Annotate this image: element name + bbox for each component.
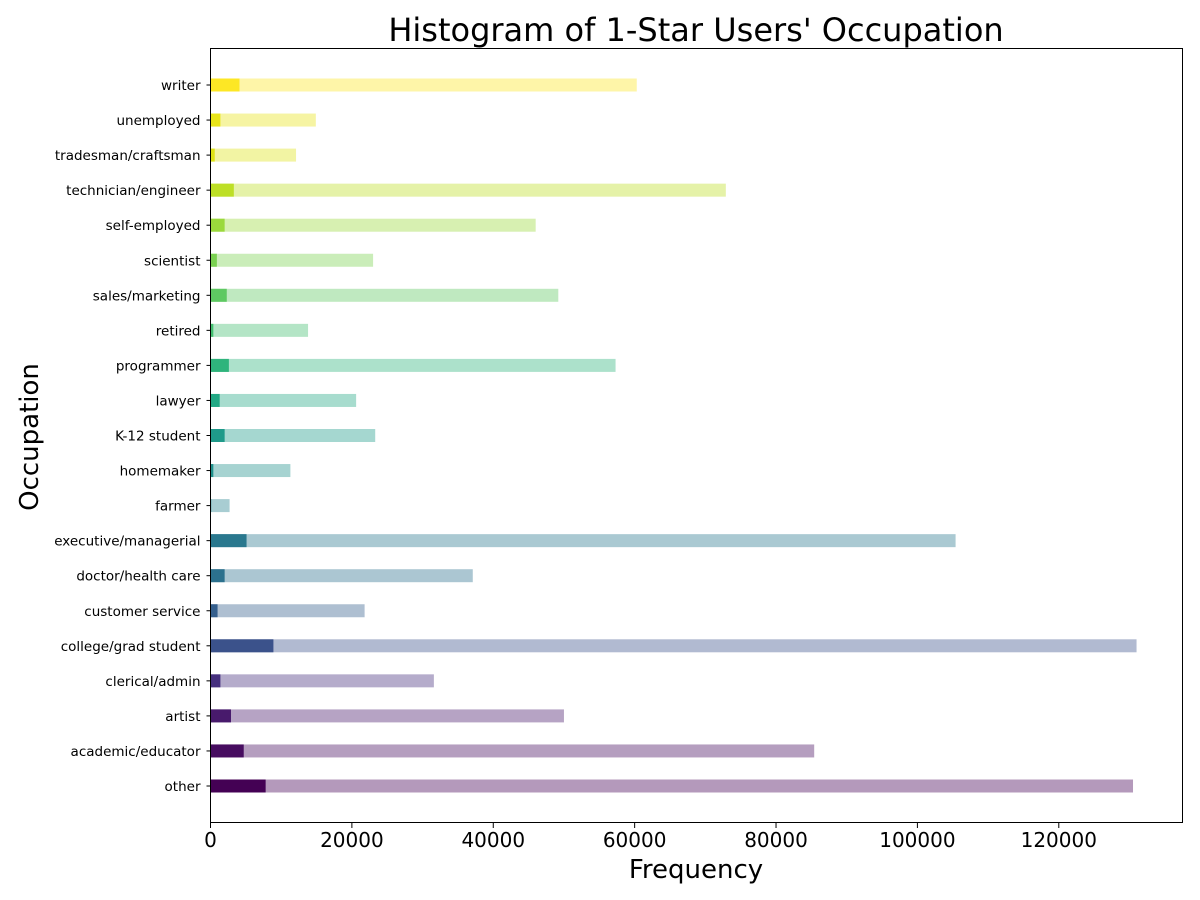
- bar-total-artist: [210, 709, 564, 723]
- bar-one-star-writer: [210, 78, 240, 92]
- bar-total-scientist: [210, 253, 374, 267]
- bar-one-star-unemployed: [210, 113, 221, 127]
- bar-one-star-academic-educator: [210, 744, 244, 758]
- bar-total-technician-engineer: [210, 183, 726, 197]
- bar-one-star-sales-marketing: [210, 288, 227, 302]
- x-tick-label: 60000: [603, 828, 667, 852]
- bar-one-star-lawyer: [210, 393, 220, 407]
- y-tick-label: writer: [161, 78, 201, 94]
- bar-one-star-retired: [210, 323, 214, 337]
- x-axis-label: Frequency: [629, 855, 763, 885]
- chart-title: Histogram of 1-Star Users' Occupation: [388, 11, 1003, 49]
- y-tick-label: doctor/health care: [76, 569, 200, 585]
- bar-one-star-k-12-student: [210, 429, 225, 442]
- y-tick-label: self-employed: [106, 218, 201, 234]
- bar-one-star-clerical-admin: [210, 674, 221, 688]
- bar-total-sales-marketing: [210, 288, 559, 302]
- y-tick-label: academic/educator: [71, 744, 201, 760]
- x-tick-label: 100000: [879, 828, 955, 852]
- y-tick-label: tradesman/craftsman: [55, 148, 201, 164]
- bar-one-star-doctor-health-care: [210, 569, 225, 583]
- y-tick-label: lawyer: [156, 393, 201, 409]
- y-tick-label: other: [165, 779, 201, 795]
- y-tick-label: unemployed: [116, 113, 200, 129]
- y-tick-label: artist: [165, 709, 200, 725]
- y-tick-label: customer service: [84, 604, 200, 620]
- bar-total-doctor-health-care: [210, 569, 473, 583]
- x-tick-label: 80000: [744, 828, 808, 852]
- bar-total-unemployed: [210, 113, 316, 127]
- bar-total-farmer: [210, 499, 230, 513]
- y-tick-label: K-12 student: [115, 429, 200, 445]
- bar-total-self-employed: [210, 218, 536, 232]
- y-tick-labels: other academic/educator artist clerical/adm…: [54, 78, 211, 795]
- y-tick-label: college/grad student: [61, 639, 201, 655]
- bar-one-star-artist: [210, 709, 232, 723]
- bar-one-star-customer-service: [210, 604, 218, 618]
- bar-one-star-self-employed: [210, 218, 225, 232]
- x-tick-label: 0: [204, 828, 217, 852]
- y-tick-label: farmer: [155, 499, 201, 515]
- bar-total-writer: [210, 78, 637, 92]
- y-axis-label: Occupation: [15, 363, 45, 511]
- bar-total-executive-managerial: [210, 534, 956, 548]
- x-tick-label: 120000: [1021, 828, 1097, 852]
- bar-total-tradesman-craftsman: [210, 148, 297, 162]
- bars-group: [210, 78, 1137, 793]
- y-tick-label: retired: [156, 323, 201, 339]
- bar-total-customer-service: [210, 604, 365, 618]
- y-tick-label: homemaker: [120, 464, 201, 480]
- bar-one-star-scientist: [210, 253, 217, 267]
- bar-one-star-executive-managerial: [210, 534, 247, 548]
- bar-total-programmer: [210, 358, 616, 372]
- y-tick-label: clerical/admin: [105, 674, 200, 690]
- bar-total-other: [210, 779, 1134, 793]
- bar-total-clerical-admin: [210, 674, 434, 688]
- bar-total-college-grad-student: [210, 639, 1137, 653]
- bar-total-k-12-student: [210, 429, 376, 442]
- y-tick-label: executive/managerial: [54, 534, 200, 550]
- plot-frame: [210, 48, 1183, 823]
- bar-one-star-tradesman-craftsman: [210, 148, 215, 162]
- y-tick-label: technician/engineer: [66, 183, 201, 199]
- x-tick-label: 40000: [461, 828, 525, 852]
- y-tick-label: scientist: [144, 253, 200, 269]
- bar-one-star-homemaker: [210, 464, 214, 478]
- bar-one-star-other: [210, 779, 266, 793]
- bar-total-lawyer: [210, 393, 357, 407]
- bar-total-academic-educator: [210, 744, 815, 758]
- bar-one-star-programmer: [210, 358, 229, 372]
- bar-one-star-college-grad-student: [210, 639, 274, 653]
- bar-one-star-technician-engineer: [210, 183, 234, 197]
- x-tick-label: 20000: [320, 828, 384, 852]
- bar-total-homemaker: [210, 464, 291, 478]
- bar-total-retired: [210, 323, 309, 337]
- y-tick-label: programmer: [116, 358, 201, 374]
- y-tick-label: sales/marketing: [93, 288, 201, 304]
- x-tick-labels: 0 20000 40000 60000 80000 100000 120000: [204, 822, 1097, 852]
